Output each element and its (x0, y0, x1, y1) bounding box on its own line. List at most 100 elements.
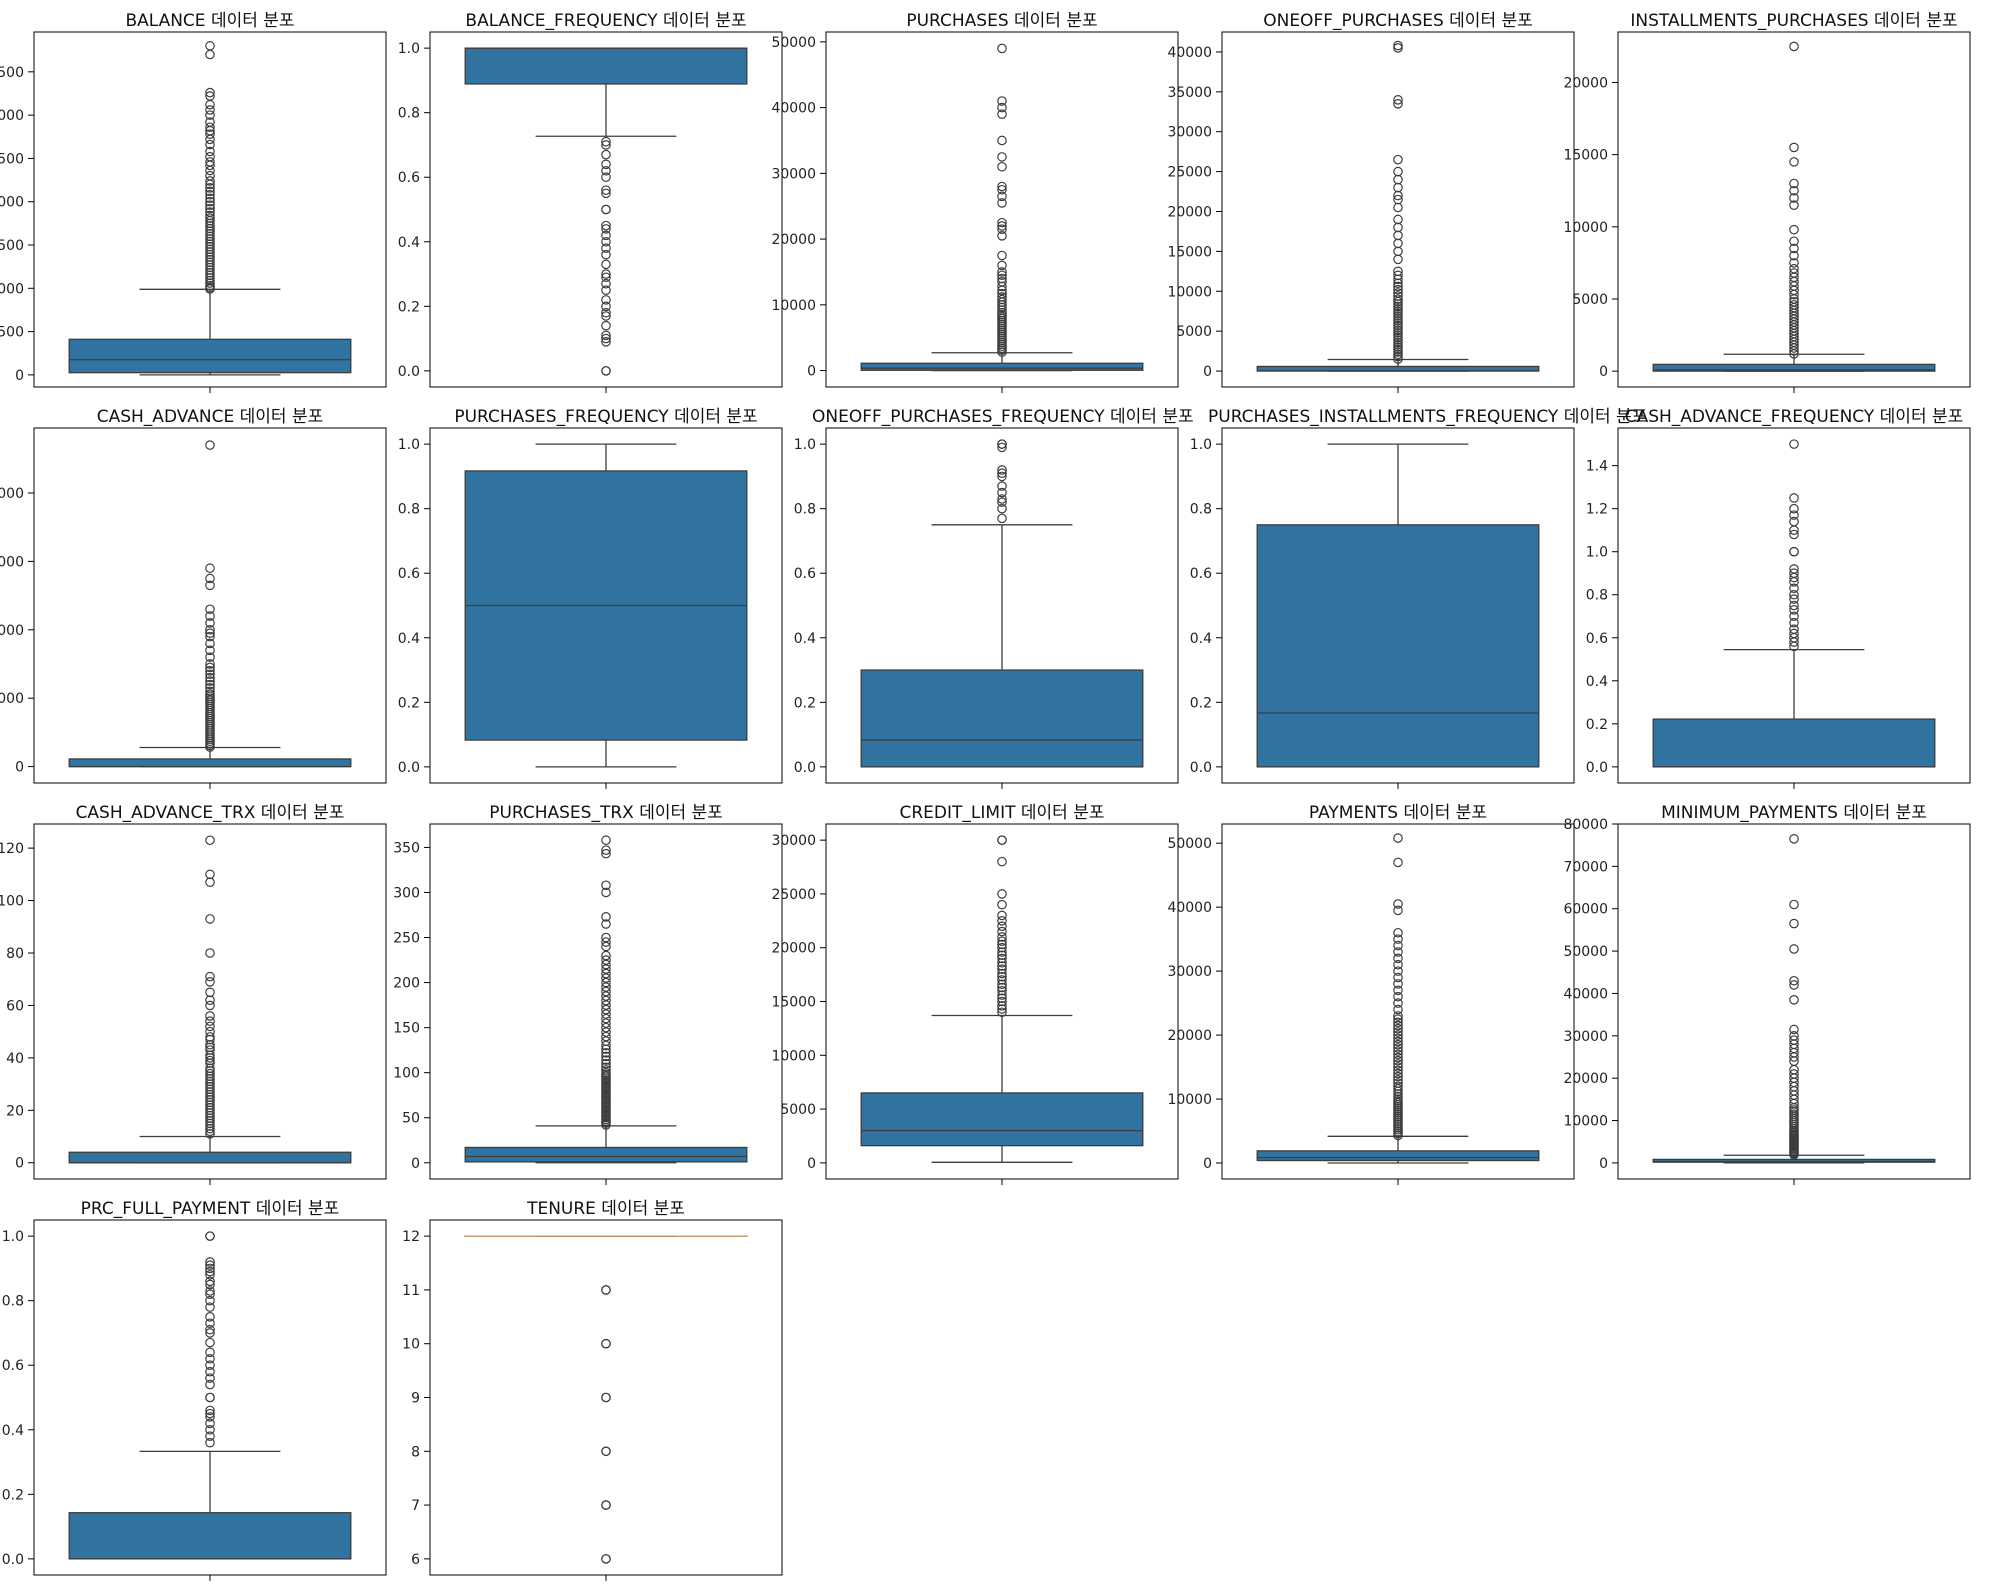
outlier-point (997, 910, 1007, 921)
outlier-point (205, 49, 215, 60)
outlier-point (1393, 1027, 1403, 1037)
outlier-point (205, 275, 215, 286)
outlier-point (205, 105, 215, 115)
outlier-point (1789, 568, 1799, 579)
outlier-point (997, 277, 1007, 287)
outlier-point (205, 1337, 215, 1348)
outlier-point (1393, 1043, 1403, 1053)
outlier-point (1789, 1035, 1799, 1045)
outlier-point (601, 1022, 611, 1033)
outlier-point (997, 270, 1007, 281)
outlier-point (205, 270, 215, 281)
y-tick-label: 0.8 (794, 502, 816, 518)
outlier-point (601, 285, 611, 295)
panel-title: PURCHASES_INSTALLMENTS_FREQUENCY 데이터 분포 (1208, 407, 1648, 427)
outlier-point (1789, 178, 1799, 189)
outlier-point (1393, 344, 1403, 355)
outlier-point (1393, 325, 1403, 336)
panel-title: PURCHASES_FREQUENCY 데이터 분포 (454, 407, 758, 427)
outlier-point (601, 964, 611, 974)
outlier-point (601, 919, 611, 929)
y-tick-label: 0.2 (398, 695, 420, 711)
outlier-point (205, 631, 215, 642)
boxplot-panel: 0 10000 20000 30000 40000 50000 (1167, 823, 1575, 1185)
outlier-point (1393, 953, 1403, 964)
outlier-point (1789, 899, 1799, 910)
outlier-point (601, 959, 611, 970)
outlier-point (601, 149, 611, 160)
y-tick-label: 10000 (1563, 1114, 1608, 1130)
y-tick-label: 40000 (771, 101, 816, 117)
outlier-point (997, 990, 1007, 1000)
boxplot-panel: 0.0 0.2 0.4 0.6 0.8 1.0 (1190, 427, 1575, 789)
outlier-point (601, 1004, 611, 1015)
boxplot-panel: 0 2500 5000 7500 10000 12500 15000 17500 (0, 31, 387, 393)
outlier-point (601, 1036, 611, 1046)
outlier-point (205, 1000, 215, 1011)
y-tick-label: 1.0 (1586, 545, 1608, 561)
outlier-point (997, 936, 1007, 947)
y-tick-label: 0.2 (794, 695, 816, 711)
y-tick-label: 100 (0, 894, 24, 910)
y-tick-label: 20000 (771, 941, 816, 957)
outlier-point (601, 1446, 611, 1457)
outlier-point (1789, 157, 1799, 167)
outlier-point (997, 224, 1007, 235)
outlier-point (205, 1318, 215, 1329)
outlier-point (1393, 194, 1403, 205)
outlier-point (1393, 927, 1403, 938)
outlier-point (1393, 947, 1403, 957)
outlier-point (1393, 154, 1403, 165)
outlier-point (1789, 546, 1799, 557)
iqr-box (464, 47, 748, 85)
y-tick-label: 0.0 (398, 364, 420, 380)
y-tick-label: 12 (402, 1229, 420, 1245)
outlier-point (205, 1266, 215, 1277)
outlier-point (997, 916, 1007, 926)
outlier-point (601, 278, 611, 289)
outlier-point (1393, 202, 1403, 213)
outlier-point (997, 184, 1007, 195)
outlier-point (1789, 529, 1799, 540)
outlier-point (205, 1032, 215, 1042)
outlier-point (1393, 95, 1403, 105)
outlier-point (1789, 224, 1799, 235)
y-tick-label: 0.6 (1190, 566, 1212, 582)
panel-title: TENURE 데이터 분포 (527, 1199, 685, 1219)
outlier-point (205, 247, 215, 257)
iqr-box (68, 1512, 352, 1560)
y-tick-label: 0.8 (2, 1294, 24, 1310)
outlier-point (1393, 332, 1403, 343)
outlier-point (1393, 1075, 1403, 1085)
outlier-point (1393, 1036, 1403, 1047)
y-tick-label: 250 (393, 931, 420, 947)
outlier-point (601, 977, 611, 988)
y-tick-label: 1.2 (1586, 502, 1608, 518)
y-tick-label: 10000 (771, 1048, 816, 1064)
outlier-point (1393, 1014, 1403, 1024)
y-tick-label: 1.0 (794, 437, 816, 453)
outlier-point (1789, 516, 1799, 527)
axes-frame (1617, 823, 1971, 1180)
axes-frame (429, 31, 783, 388)
outlier-point (205, 1418, 215, 1429)
axes-frame (33, 1219, 387, 1576)
outlier-point (997, 102, 1007, 113)
outlier-point (601, 307, 611, 318)
outlier-point (997, 961, 1007, 971)
outlier-point (205, 1011, 215, 1021)
panel-title: INSTALLMENTS_PURCHASES 데이터 분포 (1630, 11, 1958, 31)
y-tick-label: 50000 (771, 35, 816, 51)
y-tick-label: 0 (15, 368, 24, 384)
panel-title: ONEOFF_PURCHASES 데이터 분포 (1263, 11, 1533, 31)
y-tick-label: 10000 (1563, 220, 1608, 236)
outlier-point (601, 1392, 611, 1403)
y-tick-label: 150 (393, 1021, 420, 1037)
outlier-point (601, 1018, 611, 1028)
outlier-point (205, 679, 215, 690)
outlier-point (1393, 222, 1403, 233)
y-tick-label: 5000 (1572, 292, 1608, 308)
y-tick-label: 0.4 (794, 631, 816, 647)
outlier-point (205, 686, 215, 697)
axes-frame (1221, 427, 1575, 784)
